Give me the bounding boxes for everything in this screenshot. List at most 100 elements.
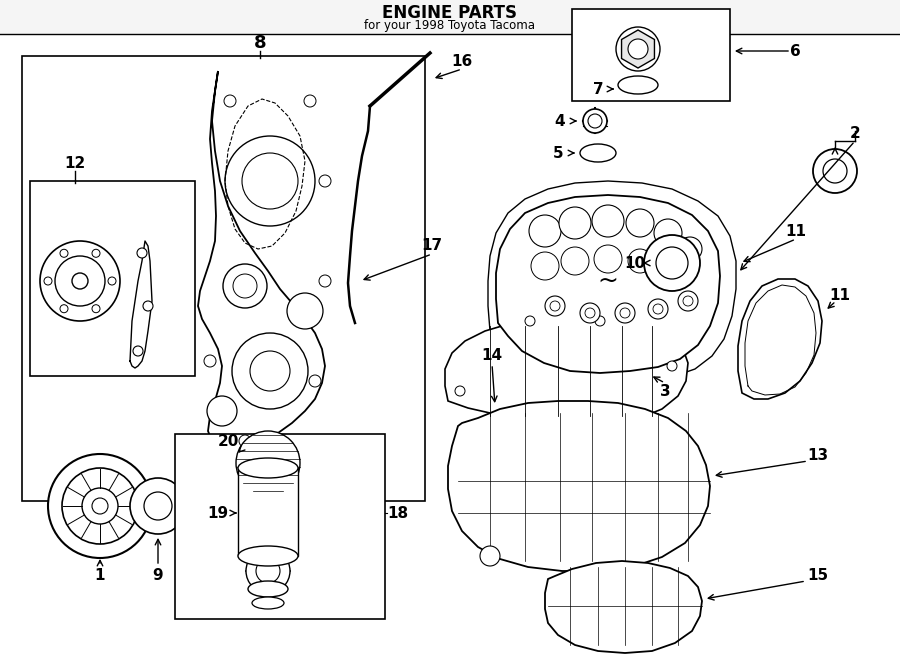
- Ellipse shape: [238, 458, 298, 478]
- Text: 16: 16: [452, 54, 472, 69]
- Text: 13: 13: [807, 449, 829, 463]
- Circle shape: [224, 95, 236, 107]
- Circle shape: [233, 274, 257, 298]
- Circle shape: [130, 478, 186, 534]
- Circle shape: [62, 468, 138, 544]
- Circle shape: [40, 241, 120, 321]
- Circle shape: [144, 492, 172, 520]
- Text: 9: 9: [153, 568, 163, 584]
- Polygon shape: [488, 181, 736, 383]
- Circle shape: [239, 435, 251, 447]
- Circle shape: [304, 95, 316, 107]
- Circle shape: [72, 273, 88, 289]
- Ellipse shape: [580, 144, 616, 162]
- Circle shape: [656, 247, 688, 279]
- Circle shape: [644, 235, 700, 291]
- Circle shape: [92, 305, 100, 313]
- Text: 1: 1: [94, 568, 105, 584]
- Circle shape: [594, 245, 622, 273]
- Circle shape: [525, 316, 535, 326]
- Circle shape: [656, 257, 680, 281]
- Circle shape: [545, 296, 565, 316]
- Text: 15: 15: [807, 568, 829, 584]
- Circle shape: [683, 296, 693, 306]
- Circle shape: [580, 303, 600, 323]
- Circle shape: [588, 114, 602, 128]
- Circle shape: [44, 277, 52, 285]
- Ellipse shape: [238, 546, 298, 566]
- Text: 2: 2: [850, 126, 860, 141]
- Text: 6: 6: [789, 44, 800, 59]
- Circle shape: [256, 559, 280, 583]
- Circle shape: [620, 308, 630, 318]
- Bar: [572, 9, 730, 101]
- Circle shape: [242, 153, 298, 209]
- Circle shape: [55, 256, 105, 306]
- Circle shape: [678, 237, 702, 261]
- Circle shape: [616, 27, 660, 71]
- Circle shape: [628, 249, 652, 273]
- Circle shape: [550, 301, 560, 311]
- Circle shape: [319, 175, 331, 187]
- Text: 7: 7: [593, 81, 603, 97]
- Text: 11: 11: [786, 223, 806, 239]
- Circle shape: [48, 454, 152, 558]
- Text: 11: 11: [830, 288, 850, 303]
- Circle shape: [531, 252, 559, 280]
- Bar: [30, 181, 195, 376]
- Circle shape: [595, 316, 605, 326]
- Text: 3: 3: [660, 383, 670, 399]
- Text: 20: 20: [217, 434, 239, 449]
- Circle shape: [60, 249, 68, 257]
- Circle shape: [667, 361, 677, 371]
- Circle shape: [678, 291, 698, 311]
- Circle shape: [823, 159, 847, 183]
- Text: 8: 8: [254, 34, 266, 52]
- Circle shape: [287, 293, 323, 329]
- Text: ~: ~: [598, 269, 618, 293]
- Bar: [0, 0, 900, 34]
- Circle shape: [455, 386, 465, 396]
- Circle shape: [225, 136, 315, 226]
- Circle shape: [319, 275, 331, 287]
- Circle shape: [108, 277, 116, 285]
- Text: 18: 18: [387, 506, 409, 520]
- Bar: [175, 434, 385, 619]
- Polygon shape: [738, 279, 822, 399]
- Ellipse shape: [252, 597, 284, 609]
- Bar: [22, 56, 425, 501]
- Circle shape: [92, 498, 108, 514]
- Circle shape: [309, 375, 321, 387]
- Text: 19: 19: [207, 506, 229, 520]
- Text: 14: 14: [482, 348, 502, 364]
- Circle shape: [813, 149, 857, 193]
- Circle shape: [236, 431, 300, 495]
- Text: ENGINE PARTS: ENGINE PARTS: [382, 4, 518, 22]
- Circle shape: [250, 351, 290, 391]
- Text: for your 1998 Toyota Tacoma: for your 1998 Toyota Tacoma: [364, 20, 536, 32]
- Text: 4: 4: [554, 114, 565, 128]
- Polygon shape: [496, 195, 720, 373]
- Text: 10: 10: [625, 256, 645, 270]
- Polygon shape: [198, 71, 325, 448]
- Circle shape: [626, 209, 654, 237]
- Circle shape: [137, 248, 147, 258]
- Circle shape: [529, 215, 561, 247]
- Circle shape: [592, 205, 624, 237]
- Text: 5: 5: [553, 145, 563, 161]
- Circle shape: [654, 219, 682, 247]
- Circle shape: [232, 333, 308, 409]
- Text: 17: 17: [421, 239, 443, 254]
- Circle shape: [246, 549, 290, 593]
- Circle shape: [648, 299, 668, 319]
- Circle shape: [143, 301, 153, 311]
- Ellipse shape: [248, 581, 288, 597]
- Circle shape: [204, 355, 216, 367]
- Circle shape: [559, 207, 591, 239]
- Circle shape: [585, 308, 595, 318]
- Circle shape: [207, 396, 237, 426]
- Polygon shape: [545, 561, 702, 653]
- Circle shape: [60, 305, 68, 313]
- Ellipse shape: [618, 76, 658, 94]
- Circle shape: [561, 247, 589, 275]
